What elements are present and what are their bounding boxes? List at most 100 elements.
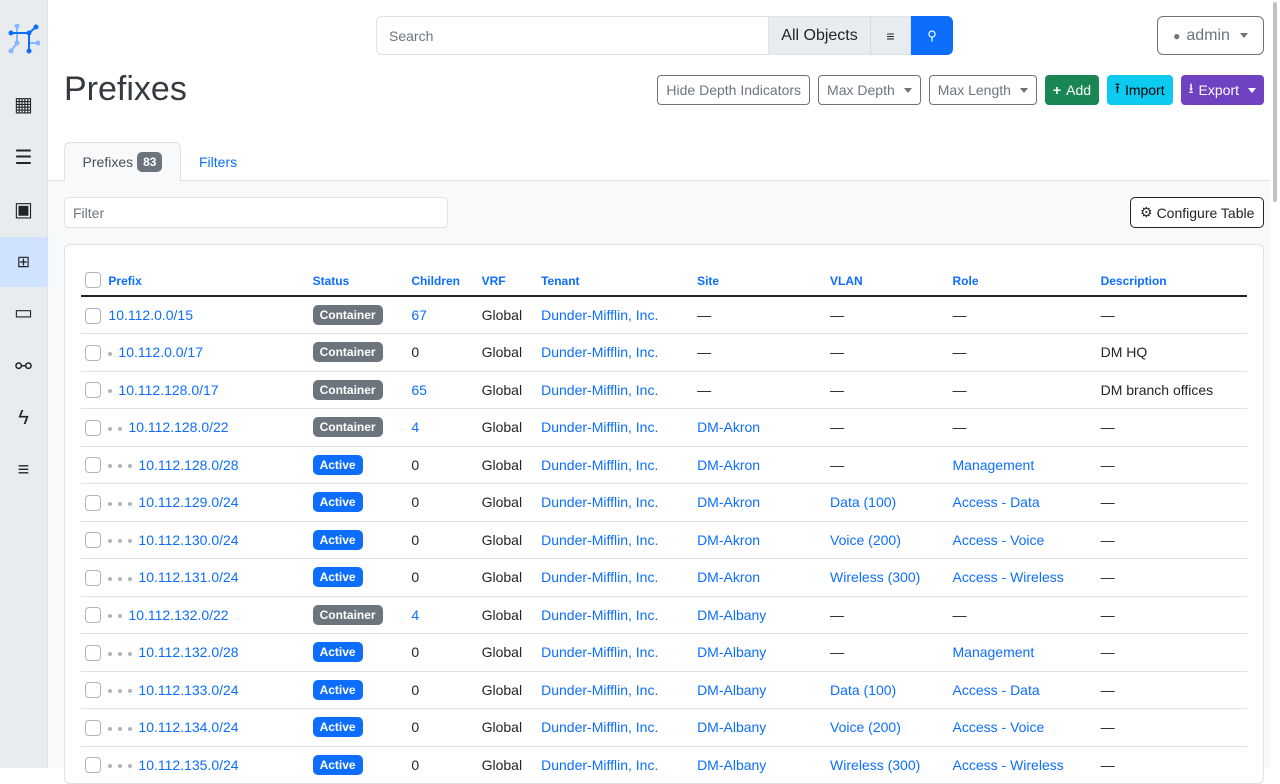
site-link[interactable]: DM-Albany [697,644,767,661]
children-link[interactable]: 65 [411,381,427,398]
add-button[interactable]: + Add [1044,75,1100,105]
table-filter-input[interactable] [64,197,448,228]
column-header-tenant[interactable]: Tenant [541,265,698,297]
vlan-link[interactable]: Wireless (300) [830,756,921,773]
site-link[interactable]: DM-Akron [697,494,761,511]
tenant-link[interactable]: Dunder-Mifflin, Inc. [541,719,659,736]
row-checkbox[interactable] [85,719,101,736]
children-link[interactable]: 67 [411,307,427,323]
prefix-link[interactable]: 10.112.0.0/15 [108,307,194,323]
import-button[interactable]: ⭱ Import [1107,75,1173,105]
row-checkbox[interactable] [85,382,101,399]
site-link[interactable]: DM-Albany [697,719,767,736]
tenant-link[interactable]: Dunder-Mifflin, Inc. [541,756,659,773]
tenant-link[interactable]: Dunder-Mifflin, Inc. [541,456,659,473]
prefix-link[interactable]: 10.112.0.0/17 [118,344,204,361]
column-header-role[interactable]: Role [952,265,1101,297]
tenant-link[interactable]: Dunder-Mifflin, Inc. [541,531,659,548]
role-link[interactable]: Access - Voice [952,719,1045,736]
sidebar-item-other[interactable]: ≡ [0,445,47,495]
role-link[interactable]: Access - Voice [952,531,1045,548]
site-link[interactable]: DM-Akron [697,456,761,473]
column-header-vlan[interactable]: VLAN [830,265,953,297]
prefix-link[interactable]: 10.112.132.0/28 [138,644,239,661]
sidebar-item-organization[interactable]: ▦ [0,79,47,129]
site-link[interactable]: DM-Albany [697,606,767,623]
prefix-link[interactable]: 10.112.128.0/28 [138,456,239,473]
site-link[interactable]: DM-Albany [697,681,767,698]
prefix-link[interactable]: 10.112.134.0/24 [138,719,239,736]
tab-prefixes[interactable]: Prefixes 83 [64,142,181,181]
sidebar-item-virtualization[interactable]: ▭ [0,287,47,337]
scrollbar[interactable] [1270,0,1280,768]
search-button[interactable]: ⚲ [911,16,953,55]
export-dropdown[interactable]: ⭳ Export [1180,75,1264,105]
tenant-link[interactable]: Dunder-Mifflin, Inc. [541,569,659,586]
select-all-checkbox[interactable] [85,272,101,288]
prefix-link[interactable]: 10.112.129.0/24 [138,494,239,511]
vlan-link[interactable]: Wireless (300) [830,569,921,586]
sidebar-item-circuits[interactable]: ⚯ [0,341,47,391]
tenant-link[interactable]: Dunder-Mifflin, Inc. [541,494,659,511]
prefix-link[interactable]: 10.112.128.0/17 [118,381,219,398]
sidebar-item-ipam[interactable]: ⊞ [0,237,47,287]
row-checkbox[interactable] [85,532,101,549]
role-link[interactable]: Access - Data [952,681,1040,698]
column-header-vrf[interactable]: VRF [481,265,542,297]
tenant-link[interactable]: Dunder-Mifflin, Inc. [541,307,659,323]
netbox-logo-icon[interactable] [8,24,40,56]
role-link[interactable]: Management [952,644,1035,661]
vlan-link[interactable]: Voice (200) [830,719,901,736]
row-checkbox[interactable] [85,682,101,699]
column-header-status[interactable]: Status [312,265,412,297]
prefix-link[interactable]: 10.112.132.0/22 [128,606,229,623]
column-header-description[interactable]: Description [1100,265,1247,297]
column-header-prefix[interactable]: Prefix [108,265,313,297]
column-header-site[interactable]: Site [697,265,831,297]
site-link[interactable]: DM-Albany [697,756,767,773]
role-link[interactable]: Access - Wireless [952,756,1064,773]
prefix-link[interactable]: 10.112.135.0/24 [138,756,239,773]
prefix-link[interactable]: 10.112.130.0/24 [138,531,239,548]
max-length-dropdown[interactable]: Max Length [928,75,1037,105]
tab-filters[interactable]: Filters [199,153,238,170]
vlan-link[interactable]: Voice (200) [830,531,901,548]
site-link[interactable]: DM-Akron [697,531,761,548]
tenant-link[interactable]: Dunder-Mifflin, Inc. [541,681,659,698]
hide-depth-button[interactable]: Hide Depth Indicators [657,75,811,105]
vlan-link[interactable]: Data (100) [830,494,897,511]
role-link[interactable]: Management [952,456,1035,473]
row-checkbox[interactable] [85,494,101,511]
tenant-link[interactable]: Dunder-Mifflin, Inc. [541,644,659,661]
scrollbar-thumb[interactable] [1273,2,1277,202]
tenant-link[interactable]: Dunder-Mifflin, Inc. [541,381,659,398]
search-scope-select[interactable]: All Objects [769,16,870,55]
row-checkbox[interactable] [85,569,101,586]
children-link[interactable]: 4 [411,419,420,436]
row-checkbox[interactable] [85,307,101,324]
tenant-link[interactable]: Dunder-Mifflin, Inc. [541,606,659,623]
prefix-link[interactable]: 10.112.128.0/22 [128,419,229,436]
site-link[interactable]: DM-Akron [697,419,761,436]
sidebar-item-power[interactable]: ϟ [0,393,47,443]
site-link[interactable]: DM-Akron [697,569,761,586]
row-checkbox[interactable] [85,757,101,774]
sidebar-item-connections[interactable]: ▣ [0,184,47,234]
tenant-link[interactable]: Dunder-Mifflin, Inc. [541,419,659,436]
user-menu-button[interactable]: ● admin [1157,16,1264,55]
max-depth-dropdown[interactable]: Max Depth [818,75,921,105]
children-link[interactable]: 4 [411,606,420,623]
prefix-link[interactable]: 10.112.131.0/24 [138,569,239,586]
role-link[interactable]: Access - Data [952,494,1040,511]
role-link[interactable]: Access - Wireless [952,569,1064,586]
prefix-link[interactable]: 10.112.133.0/24 [138,681,239,698]
vlan-link[interactable]: Data (100) [830,681,897,698]
tenant-link[interactable]: Dunder-Mifflin, Inc. [541,344,659,361]
sidebar-item-devices[interactable]: ☰ [0,132,47,182]
search-filter-button[interactable]: ≡ [870,16,911,55]
column-header-children[interactable]: Children [411,265,482,297]
row-checkbox[interactable] [85,344,101,361]
row-checkbox[interactable] [85,419,101,436]
configure-table-button[interactable]: ⚙ Configure Table [1130,197,1265,228]
row-checkbox[interactable] [85,644,101,661]
